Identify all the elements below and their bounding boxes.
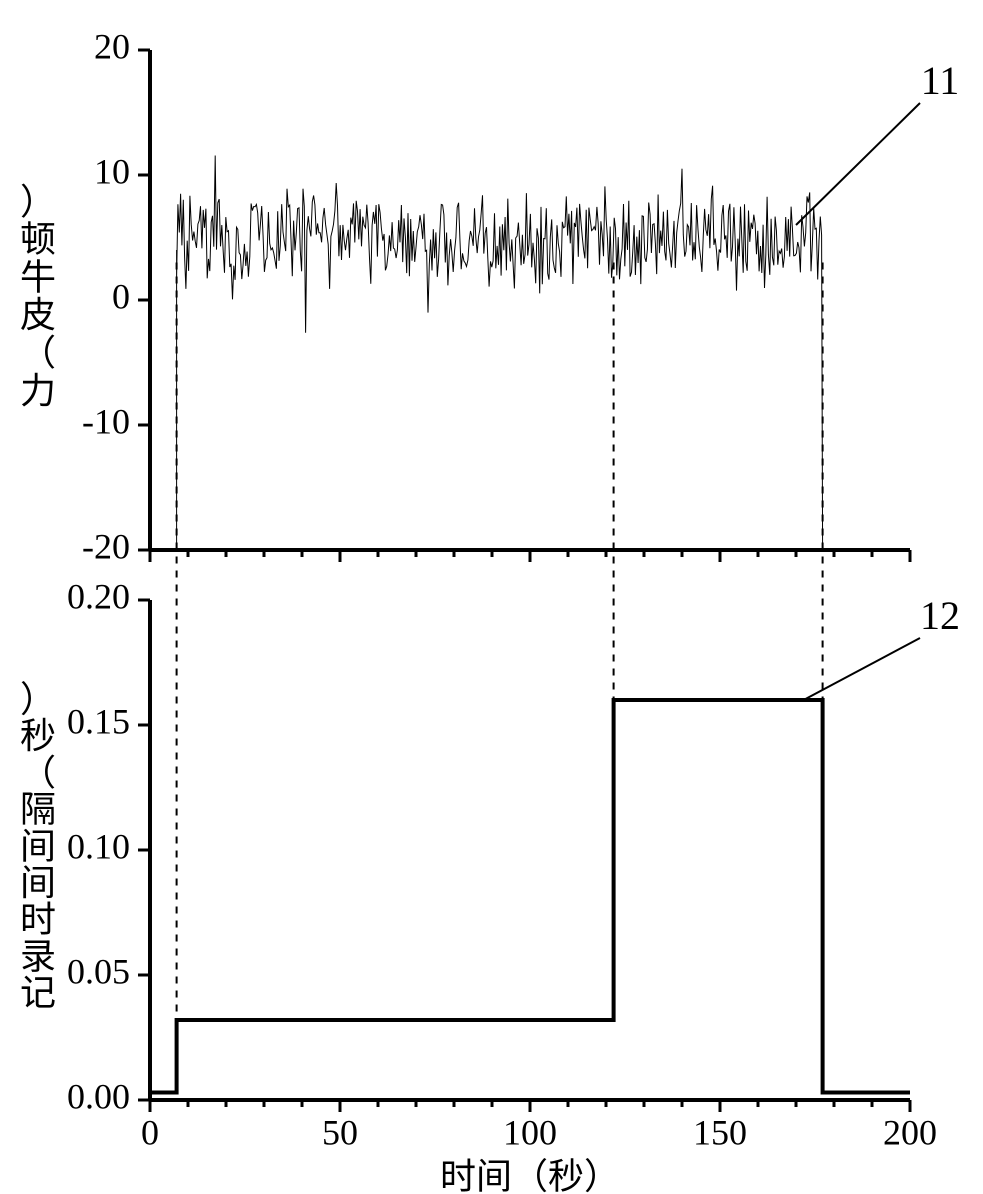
svg-text:间: 间 xyxy=(20,863,56,903)
interval-step-series xyxy=(150,700,910,1093)
svg-text:顿: 顿 xyxy=(20,220,56,260)
annotation-leader-12 xyxy=(804,638,920,700)
annotation-leader-11 xyxy=(796,103,920,225)
svg-text:-20: -20 xyxy=(82,526,130,566)
svg-text:0.10: 0.10 xyxy=(67,826,130,866)
annotation-label-11: 11 xyxy=(921,58,960,103)
figure-container: 力（皮牛顿）11-20-1001020记录时间间隔（秒）时间（秒）120.000… xyxy=(0,0,983,1194)
svg-text:录: 录 xyxy=(20,936,56,976)
svg-text:牛: 牛 xyxy=(20,257,56,297)
svg-text:50: 50 xyxy=(322,1112,358,1152)
svg-text:皮: 皮 xyxy=(20,295,56,335)
svg-text:0: 0 xyxy=(112,276,130,316)
figure-svg: 力（皮牛顿）11-20-1001020记录时间间隔（秒）时间（秒）120.000… xyxy=(0,0,983,1194)
svg-text:力: 力 xyxy=(20,371,56,411)
svg-text:100: 100 xyxy=(503,1112,557,1152)
svg-text:10: 10 xyxy=(94,151,130,191)
svg-text:150: 150 xyxy=(693,1112,747,1152)
svg-text:200: 200 xyxy=(883,1112,937,1152)
svg-text:）: ） xyxy=(20,182,56,222)
svg-text:20: 20 xyxy=(94,26,130,66)
svg-text:记: 记 xyxy=(20,973,56,1013)
svg-text:0: 0 xyxy=(141,1112,159,1152)
x-axis-label: 时间（秒） xyxy=(440,1156,620,1194)
svg-text:0.15: 0.15 xyxy=(67,701,130,741)
top-chart: 力（皮牛顿） 11 xyxy=(20,58,959,550)
svg-text:时: 时 xyxy=(20,900,56,940)
bottom-chart: 记录时间间隔（秒） 时间（秒） 12 xyxy=(20,593,960,1194)
force-noise-trace xyxy=(150,156,823,551)
annotation-label-12: 12 xyxy=(920,593,960,638)
svg-text:-10: -10 xyxy=(82,401,130,441)
svg-text:（: （ xyxy=(20,753,56,793)
svg-text:0.20: 0.20 xyxy=(67,576,130,616)
svg-text:秒: 秒 xyxy=(20,716,56,756)
svg-text:间: 间 xyxy=(20,826,56,866)
svg-text:（: （ xyxy=(20,333,56,373)
svg-text:0.00: 0.00 xyxy=(67,1076,130,1116)
svg-text:隔: 隔 xyxy=(20,790,56,830)
svg-text:）: ） xyxy=(20,679,56,719)
svg-text:0.05: 0.05 xyxy=(67,951,130,991)
